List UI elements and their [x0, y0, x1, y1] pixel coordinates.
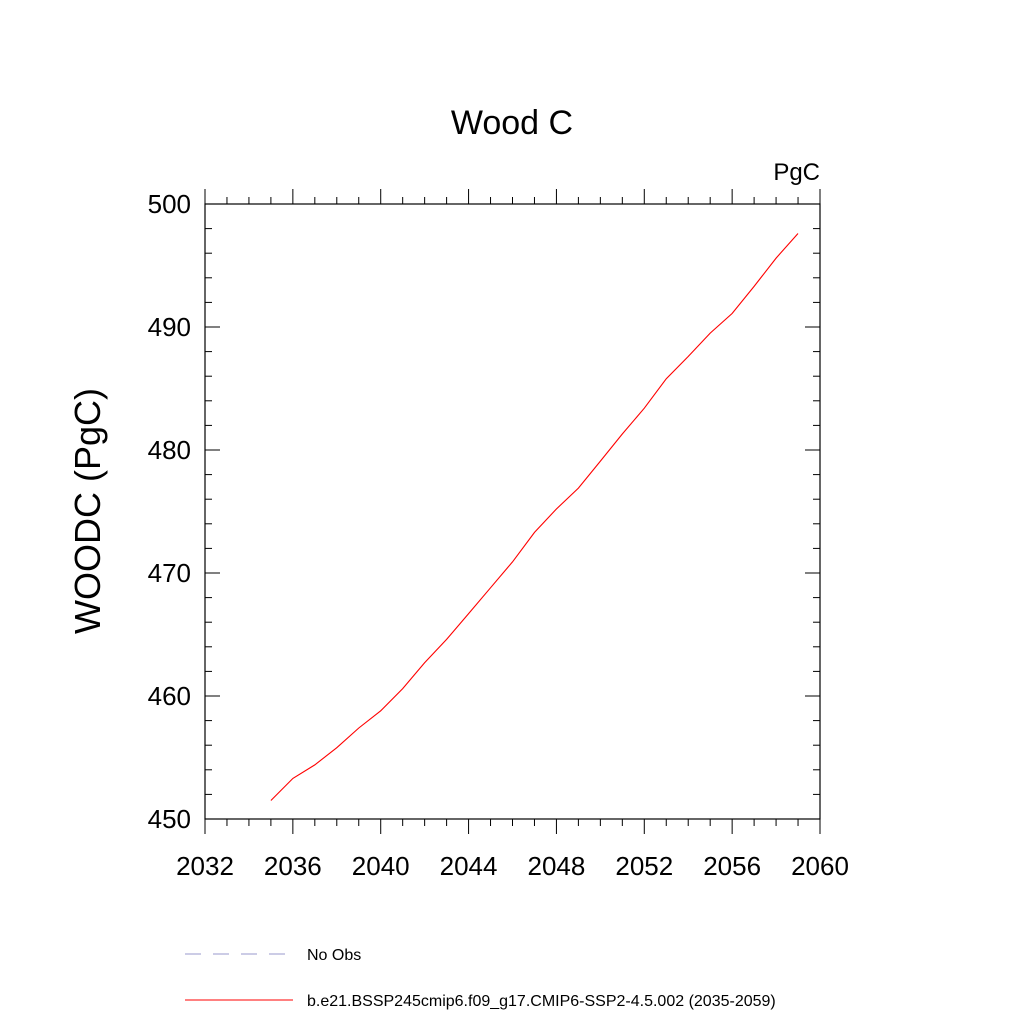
y-tick-label: 490	[148, 312, 191, 342]
x-tick-label: 2044	[440, 851, 498, 881]
y-axis-label: WOODC (PgC)	[67, 388, 108, 634]
plot-frame	[204, 203, 821, 820]
legend: No Obs b.e21.BSSP245cmip6.f09_g17.CMIP6-S…	[185, 947, 776, 1010]
y-tick-label: 460	[148, 681, 191, 711]
legend-label: No Obs	[307, 947, 361, 964]
legend-label: b.e21.BSSP245cmip6.f09_g17.CMIP6-SSP2-4.…	[307, 993, 776, 1010]
axes: 2032 2036 2040 2044 2048 2052 2056 2060 450 460 47…	[148, 189, 849, 881]
x-tick-label: 2056	[703, 851, 761, 881]
units-label: PgC	[773, 159, 820, 186]
y-tick-label: 500	[148, 189, 191, 219]
y-tick-label: 480	[148, 435, 191, 465]
x-tick-label: 2036	[264, 851, 322, 881]
x-tick-label: 2052	[615, 851, 673, 881]
series-line	[270, 233, 799, 801]
x-tick-label: 2048	[528, 851, 586, 881]
chart-title: Wood C	[451, 104, 573, 142]
y-tick-label: 470	[148, 558, 191, 588]
x-tick-label: 2060	[791, 851, 849, 881]
x-tick-label: 2032	[176, 851, 234, 881]
x-tick-label: 2040	[352, 851, 410, 881]
y-tick-label: 450	[148, 804, 191, 834]
series-layer	[270, 233, 799, 801]
